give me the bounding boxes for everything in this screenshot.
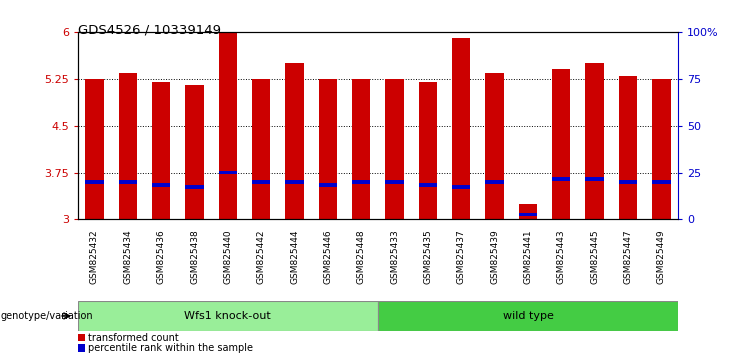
Bar (378, 301, 678, 331)
Bar (452, 38, 471, 219)
Bar (152, 183, 170, 187)
Text: genotype/variation: genotype/variation (1, 311, 93, 321)
Bar (119, 73, 137, 219)
Bar (85, 180, 104, 184)
Bar (285, 180, 304, 184)
Text: transformed count: transformed count (88, 332, 179, 343)
Bar (319, 183, 337, 187)
Bar (619, 180, 637, 184)
Text: Wfs1 knock-out: Wfs1 knock-out (185, 311, 271, 321)
Bar (152, 82, 170, 219)
Bar (252, 79, 270, 219)
Bar (652, 180, 671, 184)
Bar (519, 213, 537, 216)
Bar (119, 180, 137, 184)
Bar (252, 180, 270, 184)
Bar (319, 79, 337, 219)
Bar (78, 344, 85, 352)
Bar (552, 177, 571, 181)
Bar (419, 82, 437, 219)
Bar (419, 183, 437, 187)
Bar (85, 79, 104, 219)
Bar (385, 79, 404, 219)
Bar (285, 63, 304, 219)
Bar (585, 63, 604, 219)
Text: percentile rank within the sample: percentile rank within the sample (88, 343, 253, 353)
Bar (219, 32, 237, 219)
Bar (485, 73, 504, 219)
Bar (652, 79, 671, 219)
Bar (519, 204, 537, 219)
Bar (452, 185, 471, 189)
Bar (219, 171, 237, 174)
Bar (619, 76, 637, 219)
Bar (352, 79, 370, 219)
Bar (352, 180, 370, 184)
Text: wild type: wild type (502, 311, 554, 321)
Bar (485, 180, 504, 184)
Bar (185, 85, 204, 219)
Bar (552, 69, 571, 219)
Bar (78, 301, 378, 331)
Bar (78, 334, 85, 341)
Bar (385, 180, 404, 184)
Bar (185, 185, 204, 189)
Bar (585, 177, 604, 181)
Text: GDS4526 / 10339149: GDS4526 / 10339149 (78, 23, 221, 36)
